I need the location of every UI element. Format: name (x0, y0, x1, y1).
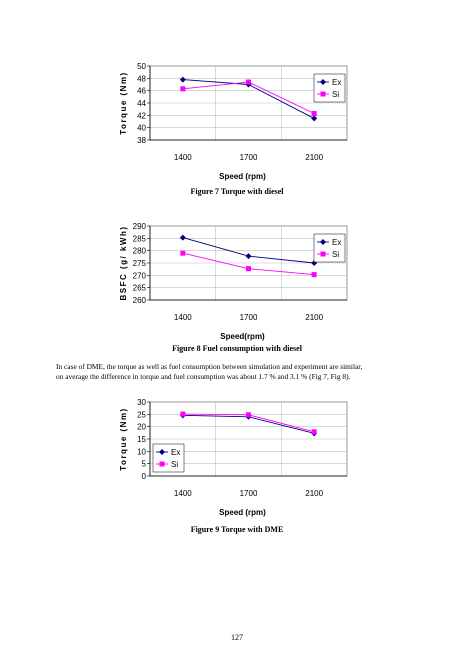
legend-marker (159, 461, 165, 467)
y-tick-label: 30 (137, 398, 146, 407)
x-axis-label: Speed(rpm) (220, 332, 265, 341)
legend-entry-label: Si (332, 250, 339, 259)
y-tick-label: 42 (137, 111, 146, 120)
legend-marker (159, 449, 165, 455)
x-axis-label: Speed (rpm) (219, 508, 266, 517)
x-tick-label: 1400 (174, 489, 192, 498)
data-point-ex (311, 260, 318, 266)
paragraph-line-2: on average the difference in torque and … (56, 372, 351, 381)
x-tick-label: 1700 (240, 153, 258, 162)
figure-8-chart: 290 285 280 275 270 265 260 1400 1700 2100 Speed(r… (110, 220, 370, 342)
y-axis-label: BSFC (g/ kWh) (119, 225, 128, 300)
figure-7-caption: Figure 7 Torque with diesel (190, 187, 284, 196)
figure-9-chart: 30 25 20 15 10 5 0 1400 1700 2100 Speed (rpm) Torqu… (110, 396, 370, 518)
legend-marker (320, 239, 326, 245)
y-tick-label: 275 (133, 259, 147, 268)
y-axis-label: Torque (Nm) (119, 71, 128, 134)
x-tick-label: 2100 (305, 313, 323, 322)
y-tick-label: 25 (137, 410, 146, 419)
data-point-si (246, 79, 251, 85)
y-tick-label: 40 (137, 124, 146, 133)
legend-marker (320, 251, 326, 257)
legend-entry-label: Ex (332, 238, 341, 247)
data-point-si (180, 250, 186, 256)
data-point-si (180, 411, 186, 417)
data-point-ex (311, 115, 318, 122)
figure-8-svg: 290 285 280 275 270 265 260 1400 1700 2100 Speed(r… (119, 222, 348, 341)
y-tick-label: 5 (142, 460, 147, 469)
legend-entry-label: Si (332, 90, 339, 99)
data-point-ex (179, 234, 186, 241)
x-tick-label: 2100 (305, 153, 323, 162)
legend-marker (320, 91, 326, 97)
y-tick-label: 0 (142, 472, 147, 481)
x-axis-label: Speed (rpm) (219, 172, 266, 181)
x-tick-label: 1700 (240, 489, 258, 498)
y-tick-label: 44 (137, 99, 146, 108)
figure-8-caption: Figure 8 Fuel consumption with diesel (172, 344, 302, 353)
data-point-ex (179, 76, 186, 83)
body-paragraph: In case of DME, the torque as well as fu… (56, 362, 426, 382)
y-tick-label: 260 (133, 296, 147, 305)
legend-entry-label: Si (171, 460, 178, 469)
y-tick-label: 15 (137, 435, 146, 444)
figure-9-caption: Figure 9 Torque with DME (190, 525, 284, 534)
figure-7-chart: 50 48 46 44 42 40 38 1400 1700 2100 Speed (rpm) Tor… (110, 60, 370, 182)
legend-entry-label: Ex (171, 448, 180, 457)
data-point-si (311, 429, 317, 435)
legend-box (313, 73, 346, 103)
legend-box (313, 233, 346, 263)
y-tick-label: 290 (133, 222, 147, 231)
legend-entry-label: Ex (332, 78, 341, 87)
data-point-si (311, 272, 317, 278)
data-point-si (311, 110, 317, 116)
y-tick-label: 20 (137, 423, 146, 432)
y-tick-label: 280 (133, 247, 147, 256)
x-tick-label: 1700 (240, 313, 258, 322)
x-tick-label: 2100 (305, 489, 323, 498)
data-point-si (180, 86, 186, 92)
figure-7-svg: 50 48 46 44 42 40 38 1400 1700 2100 Speed (rpm) Tor… (119, 62, 348, 181)
x-tick-label: 1400 (174, 153, 192, 162)
y-tick-label: 50 (137, 62, 146, 71)
y-tick-label: 10 (137, 447, 146, 456)
legend-box (152, 443, 185, 473)
legend-marker (320, 79, 326, 85)
data-point-si (246, 266, 251, 272)
data-point-ex (245, 253, 252, 260)
y-tick-label: 270 (133, 271, 147, 280)
page-number: 127 (231, 633, 243, 642)
y-tick-label: 48 (137, 74, 146, 83)
y-tick-label: 46 (137, 87, 146, 96)
paragraph-line-1: In case of DME, the torque as well as fu… (56, 362, 363, 371)
y-tick-label: 265 (133, 284, 147, 293)
figure-9-svg: 30 25 20 15 10 5 0 1400 1700 2100 Speed (rpm) Torqu… (119, 398, 348, 517)
data-point-si (246, 412, 251, 418)
y-tick-label: 38 (137, 136, 146, 145)
y-tick-label: 285 (133, 234, 147, 243)
x-tick-label: 1400 (174, 313, 192, 322)
y-axis-label: Torque (Nm) (119, 407, 128, 470)
